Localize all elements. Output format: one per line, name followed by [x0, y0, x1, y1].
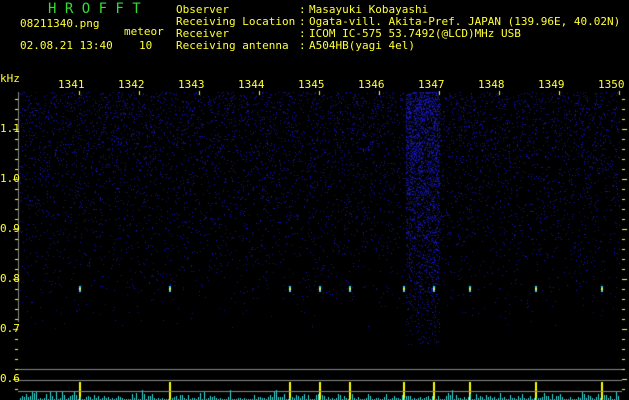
x-tick-label: 1344 [238, 78, 265, 91]
info-value: Ogata-vill. Akita-Pref. JAPAN (139.96E, … [309, 15, 621, 28]
y-tick-label: 1.1 [0, 122, 20, 135]
info-colon: : [299, 15, 306, 28]
y-tick-label: 0.7 [0, 322, 20, 335]
y-tick-label: 0.8 [0, 272, 20, 285]
x-tick-label: 1350 [598, 78, 625, 91]
meteor-count: 10 [139, 39, 153, 52]
info-label: Observer [176, 3, 229, 16]
info-colon: : [299, 3, 306, 16]
info-label: Receiving antenna [176, 39, 289, 52]
filename: 08211340.png [20, 17, 100, 30]
x-tick-label: 1342 [118, 78, 145, 91]
info-label: Receiving Location [176, 15, 296, 28]
x-tick-label: 1346 [358, 78, 385, 91]
datetime: 02.08.21 13:40 [20, 39, 113, 52]
info-colon: : [299, 27, 306, 40]
info-colon: : [299, 39, 306, 52]
meteor-label: meteor [124, 25, 164, 38]
y-axis-unit: kHz [0, 72, 20, 85]
info-label: Receiver [176, 27, 229, 40]
y-tick-label: 0.6 [0, 372, 20, 385]
x-tick-label: 1343 [178, 78, 205, 91]
info-value: A504HB(yagi 4el) [309, 39, 415, 52]
x-tick-label: 1341 [58, 78, 85, 91]
x-tick-label: 1349 [538, 78, 565, 91]
info-value: Masayuki Kobayashi [309, 3, 429, 16]
app-logo: H R O F F T [48, 1, 141, 17]
y-tick-label: 0.9 [0, 222, 20, 235]
x-tick-label: 1345 [298, 78, 325, 91]
x-tick-label: 1347 [418, 78, 445, 91]
y-tick-label: 1.0 [0, 172, 20, 185]
x-tick-label: 1348 [478, 78, 505, 91]
info-value: ICOM IC-575 53.7492(@LCD)MHz USB [309, 27, 521, 40]
